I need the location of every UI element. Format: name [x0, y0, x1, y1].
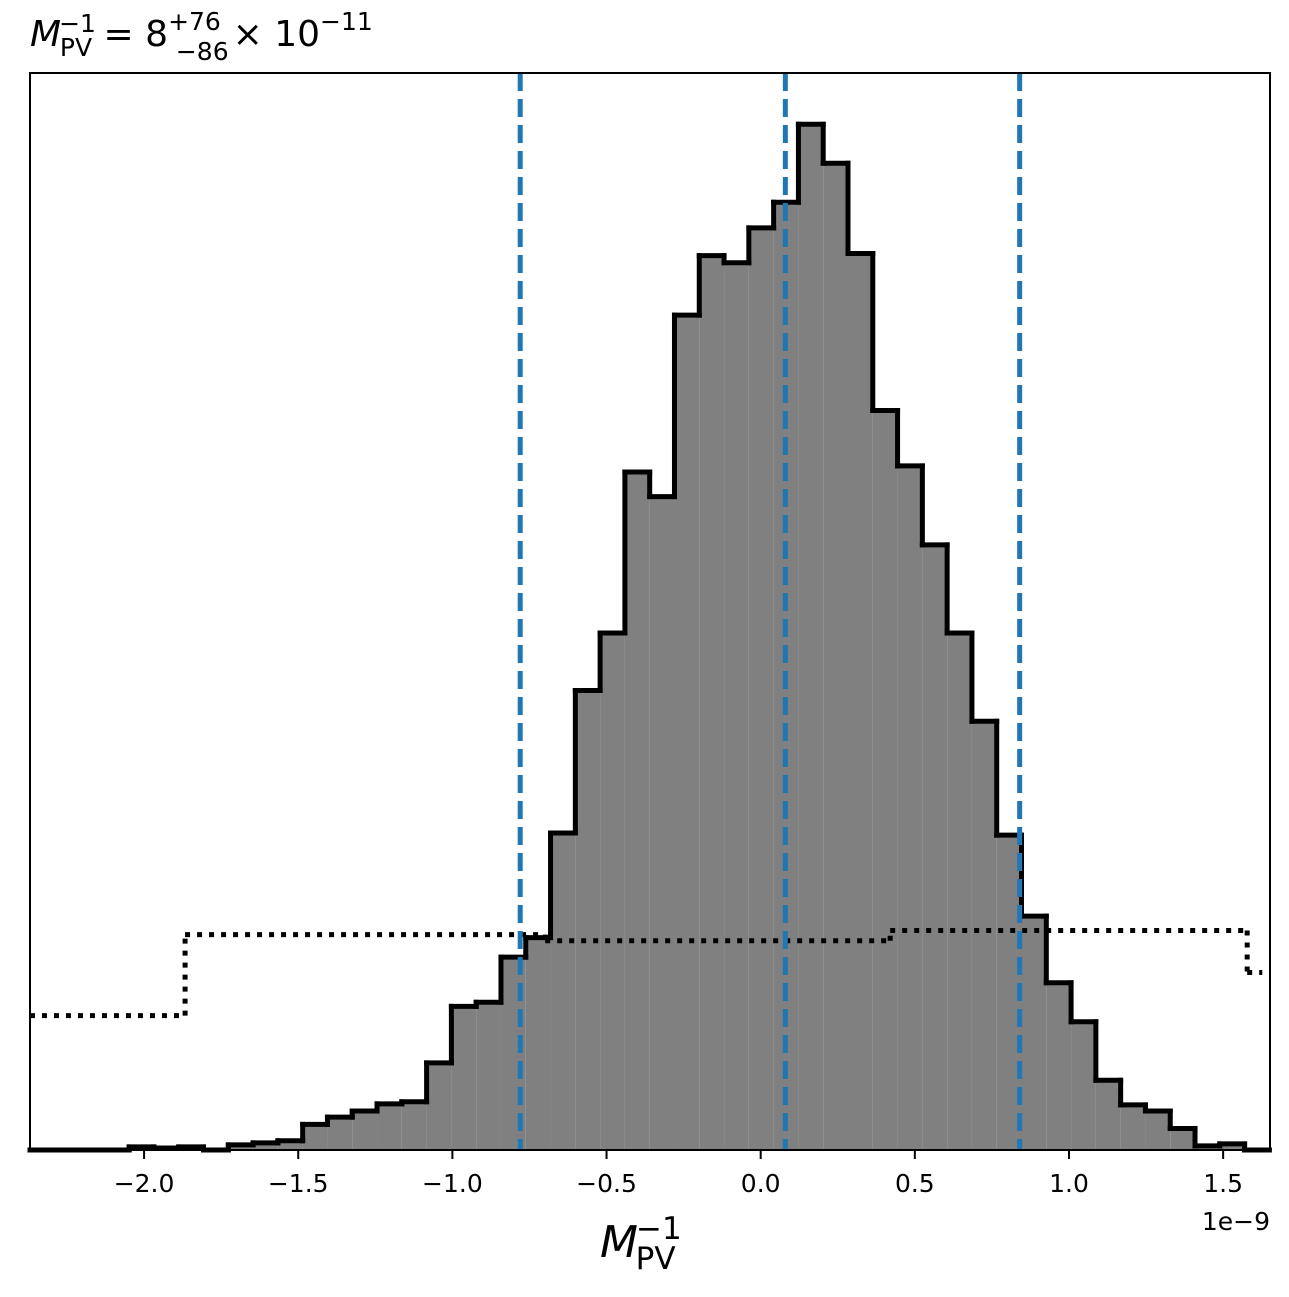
x-tick-label: −1.0	[422, 1169, 483, 1198]
bar	[451, 1006, 477, 1150]
bar	[525, 937, 551, 1150]
plot-frame	[29, 72, 1271, 1151]
x-axis-label: M−1 PV	[600, 1211, 682, 1277]
bar	[1170, 1128, 1196, 1150]
bar	[897, 465, 923, 1150]
bar	[1219, 1143, 1245, 1150]
bar	[476, 1002, 501, 1150]
bar	[253, 1142, 278, 1150]
x-tick-label: −2.0	[114, 1169, 175, 1198]
x-label-sub: PV	[636, 1241, 676, 1277]
bar	[426, 1062, 452, 1150]
bar	[748, 227, 774, 1150]
bar	[377, 1103, 402, 1150]
title-exponent: −11	[320, 7, 373, 36]
x-offset-label: 1e−9	[1202, 1207, 1270, 1236]
x-tick-label: 1.0	[1049, 1169, 1089, 1198]
bar	[872, 410, 898, 1151]
x-tick-label: −1.5	[268, 1169, 329, 1198]
x-tick-label: 1.5	[1203, 1169, 1243, 1198]
bar	[847, 253, 873, 1151]
title-symbol: M	[30, 14, 61, 55]
bar	[699, 255, 725, 1150]
bar	[575, 690, 601, 1150]
x-tick-label: 0.5	[895, 1169, 935, 1198]
bar	[724, 262, 749, 1150]
x-tick-label: −0.5	[576, 1169, 637, 1198]
bar	[600, 633, 625, 1150]
bar	[1021, 916, 1047, 1150]
bar	[1145, 1111, 1171, 1150]
bar	[1071, 1021, 1096, 1150]
title-equals: = 8	[92, 14, 168, 55]
bar	[922, 544, 948, 1150]
bar	[228, 1144, 254, 1150]
bar	[624, 472, 650, 1150]
title-upper: +76	[168, 7, 221, 36]
title-lower: −86	[176, 37, 229, 66]
chart-title: M−1 PV = 8+76 −86 × 10−11	[30, 7, 373, 66]
title-sup: −1	[59, 9, 96, 38]
title-sub: PV	[60, 33, 92, 62]
bar	[401, 1101, 427, 1150]
bar	[823, 163, 848, 1150]
bar	[674, 315, 700, 1150]
bar	[352, 1111, 378, 1150]
bar	[947, 633, 972, 1150]
bar	[1046, 982, 1072, 1150]
bar	[277, 1140, 303, 1150]
bar	[971, 721, 997, 1150]
bar	[1120, 1104, 1146, 1150]
bar	[798, 124, 824, 1150]
bar	[327, 1117, 353, 1150]
title-times: × 10	[233, 14, 320, 55]
bar	[1095, 1080, 1121, 1150]
bar	[649, 496, 675, 1150]
x-label-sup: −1	[636, 1211, 682, 1247]
bar	[550, 833, 576, 1150]
x-tick-label: 0.0	[741, 1169, 781, 1198]
x-label-symbol: M	[600, 1217, 638, 1268]
bar	[302, 1124, 328, 1150]
